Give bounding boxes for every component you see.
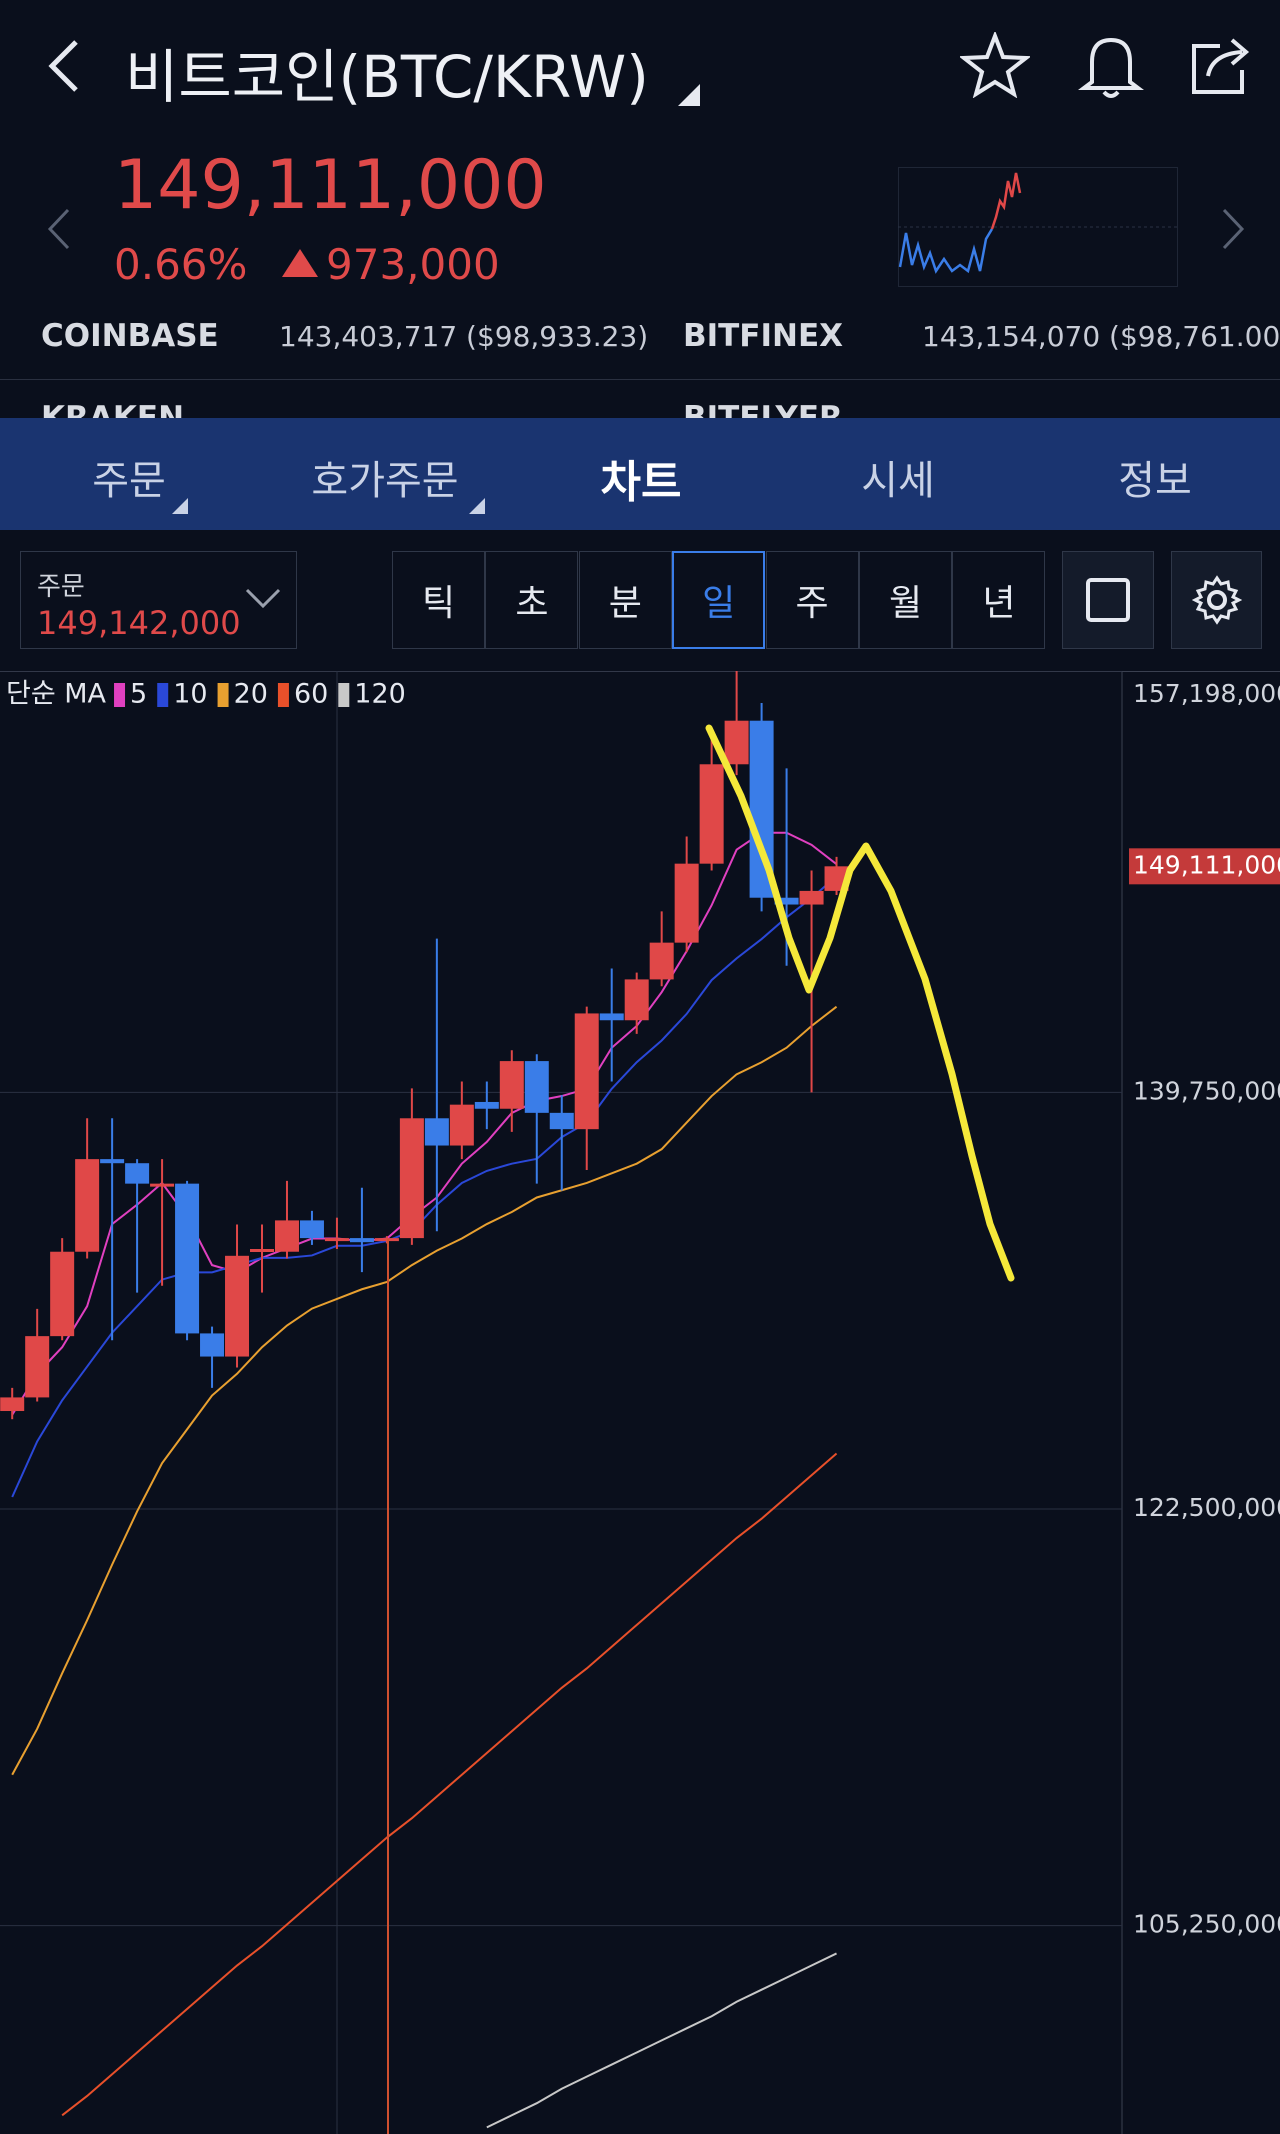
- tab-corner: [469, 498, 485, 514]
- tab[interactable]: 시세: [861, 458, 935, 504]
- candle-body: [449, 1104, 474, 1146]
- candle-body: [374, 1238, 399, 1242]
- candle-body: [624, 979, 649, 1021]
- period-button[interactable]: 초: [485, 551, 579, 649]
- change-amount: 973,000: [326, 240, 500, 289]
- legend-label: 60: [294, 679, 328, 710]
- order-box[interactable]: 주문 149,142,000: [20, 551, 297, 649]
- dropdown-corner: [678, 84, 700, 106]
- candle-body: [25, 1336, 50, 1398]
- candle-body: [674, 863, 699, 943]
- candle-body: [349, 1238, 374, 1243]
- tab[interactable]: 호가주문: [311, 458, 459, 504]
- candle-body: [599, 1013, 624, 1021]
- candle-body: [724, 720, 749, 765]
- hand-drawn-annotation: [705, 724, 1015, 1282]
- tab[interactable]: 정보: [1118, 458, 1192, 504]
- candle-body: [274, 1220, 299, 1252]
- next-arrow[interactable]: [1218, 206, 1248, 252]
- legend-swatch: [277, 683, 289, 707]
- period-button[interactable]: 틱: [392, 551, 485, 649]
- y-tick-label: 105,250,000: [1133, 1910, 1280, 1939]
- candle-body: [200, 1333, 225, 1357]
- exchange-name: COINBASE: [41, 318, 219, 354]
- y-tick-label: 122,500,000: [1133, 1493, 1280, 1522]
- legend-swatch: [217, 683, 229, 707]
- chevron: [245, 588, 281, 609]
- candle-body: [699, 764, 724, 864]
- candle-body: [250, 1248, 274, 1252]
- share-icon[interactable]: [1186, 32, 1256, 98]
- alarm-icon[interactable]: [1078, 32, 1144, 98]
- exchange-name: BITFINEX: [683, 318, 844, 354]
- exchange-price: 143,403,717 ($98,933.23): [279, 320, 649, 353]
- candle-body: [225, 1255, 250, 1357]
- tab-active[interactable]: 차트: [600, 457, 682, 508]
- tab[interactable]: 주문: [92, 458, 166, 504]
- legend-label: 120: [354, 679, 406, 710]
- order-label: 주문: [37, 572, 85, 602]
- candle-body: [499, 1061, 524, 1109]
- candle-body: [549, 1112, 574, 1130]
- period-button[interactable]: 분: [578, 551, 672, 649]
- candle-body: [125, 1163, 150, 1184]
- period-button[interactable]: 년: [952, 551, 1046, 649]
- y-tick-label: 139,750,000: [1133, 1076, 1280, 1105]
- square-icon: [1086, 578, 1130, 622]
- ma-line: [11, 831, 838, 1416]
- candle-body: [574, 1013, 599, 1130]
- candle-body: [774, 897, 799, 905]
- exchange-price: 143,154,070 ($98,761.00): [922, 320, 1280, 353]
- order-price: 149,142,000: [37, 604, 241, 642]
- ma-line: [486, 1952, 837, 2129]
- ma-line: [11, 1005, 838, 1776]
- y-tick-label: 157,198,000: [1133, 679, 1280, 708]
- candle-body: [100, 1159, 125, 1164]
- candle-body: [175, 1183, 200, 1334]
- period-button[interactable]: 월: [859, 551, 952, 649]
- current-price: 149,111,000: [114, 146, 547, 225]
- back-button[interactable]: [40, 36, 90, 96]
- last-price-box: [1129, 848, 1280, 885]
- tab-bar: 주문 호가주문 차트 시세 정보: [0, 418, 1280, 530]
- period-button[interactable]: 주: [765, 551, 859, 649]
- fullscreen-button[interactable]: [1062, 551, 1154, 649]
- candle-body: [75, 1159, 100, 1252]
- ma-line: [61, 1452, 838, 2117]
- legend-label: 20: [234, 679, 268, 710]
- candle-body: [324, 1238, 349, 1242]
- settings-button[interactable]: [1171, 551, 1262, 649]
- period-button[interactable]: 일: [672, 551, 766, 649]
- candle-body: [399, 1118, 424, 1239]
- candle-body: [150, 1183, 175, 1187]
- prev-arrow[interactable]: [44, 206, 74, 252]
- legend-swatch: [157, 683, 169, 707]
- candle-body: [424, 1118, 449, 1146]
- candle-body: [524, 1061, 549, 1113]
- favorite-icon[interactable]: [960, 32, 1030, 98]
- legend-swatch: [338, 683, 350, 707]
- candle-body: [474, 1101, 499, 1109]
- gear-icon: [1191, 575, 1242, 625]
- change-rate: 0.66%: [114, 240, 248, 289]
- last-price-label: 149,111,000: [1133, 850, 1280, 879]
- legend-title: 단순 MA: [6, 679, 107, 710]
- candle-body: [649, 942, 674, 980]
- title[interactable]: 비트코인(BTC/KRW): [125, 43, 649, 111]
- tab-corner: [172, 498, 188, 514]
- candle-body: [799, 890, 824, 905]
- candlestick-chart: 157,198,000 139,750,000 122,500,000 105,250…: [0, 671, 1280, 2134]
- up-triangle: [282, 249, 318, 277]
- candle-body: [299, 1220, 324, 1239]
- candle-body: [50, 1251, 75, 1337]
- divider: [0, 379, 1280, 380]
- legend-label: 10: [173, 679, 207, 710]
- legend-swatch: [114, 683, 126, 707]
- sparkline: [898, 167, 1178, 287]
- ma-line: [11, 875, 838, 1498]
- candle-body: [0, 1397, 25, 1412]
- legend-label: 5: [130, 679, 147, 710]
